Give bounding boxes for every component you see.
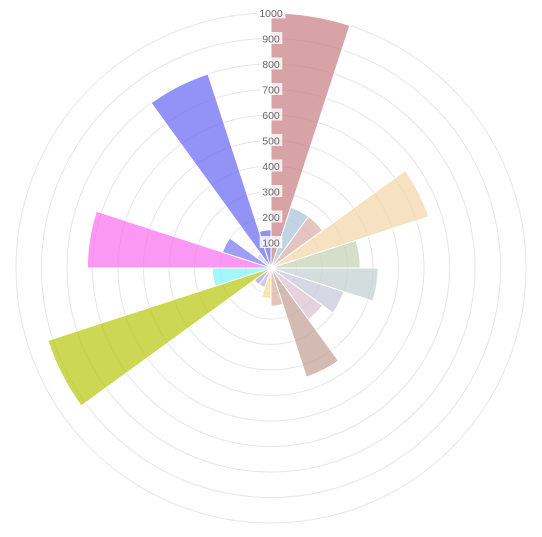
sectors-group xyxy=(47,12,430,407)
tick-labels: 100 200 300 400 500 600 700 800 900 1000 xyxy=(256,6,286,250)
tick-label-backdrop-700 xyxy=(259,83,283,95)
tick-label-900: 900 xyxy=(262,34,280,46)
tick-label-backdrop-800 xyxy=(259,57,283,70)
sector-9[interactable] xyxy=(270,267,340,378)
sector-16[interactable] xyxy=(86,210,272,269)
tick-label-backdrop-400 xyxy=(259,159,283,172)
sector-10[interactable] xyxy=(270,267,284,307)
tick-label-800: 800 xyxy=(262,59,280,71)
tick-label-backdrop-600 xyxy=(259,108,283,121)
tick-label-backdrop-500 xyxy=(259,134,283,146)
tick-label-400: 400 xyxy=(262,161,280,173)
tick-label-1000: 1000 xyxy=(259,8,283,20)
tick-label-100: 100 xyxy=(262,238,280,250)
tick-label-backdrop-100 xyxy=(259,236,283,248)
tick-label-600: 600 xyxy=(262,110,280,122)
tick-label-500: 500 xyxy=(262,136,280,148)
tick-label-backdrop-200 xyxy=(259,210,283,223)
sector-7[interactable] xyxy=(270,267,345,314)
tick-label-backdrop-900 xyxy=(259,32,283,44)
tick-label-700: 700 xyxy=(262,85,280,97)
tick-label-200: 200 xyxy=(262,212,280,224)
tick-label-backdrop-300 xyxy=(259,185,283,197)
tick-label-300: 300 xyxy=(262,187,280,199)
sector-19[interactable] xyxy=(150,73,272,269)
sector-14[interactable] xyxy=(47,267,272,407)
sector-17[interactable] xyxy=(221,237,272,269)
sector-4[interactable] xyxy=(270,169,430,269)
tick-label-backdrop-1000 xyxy=(256,6,286,19)
